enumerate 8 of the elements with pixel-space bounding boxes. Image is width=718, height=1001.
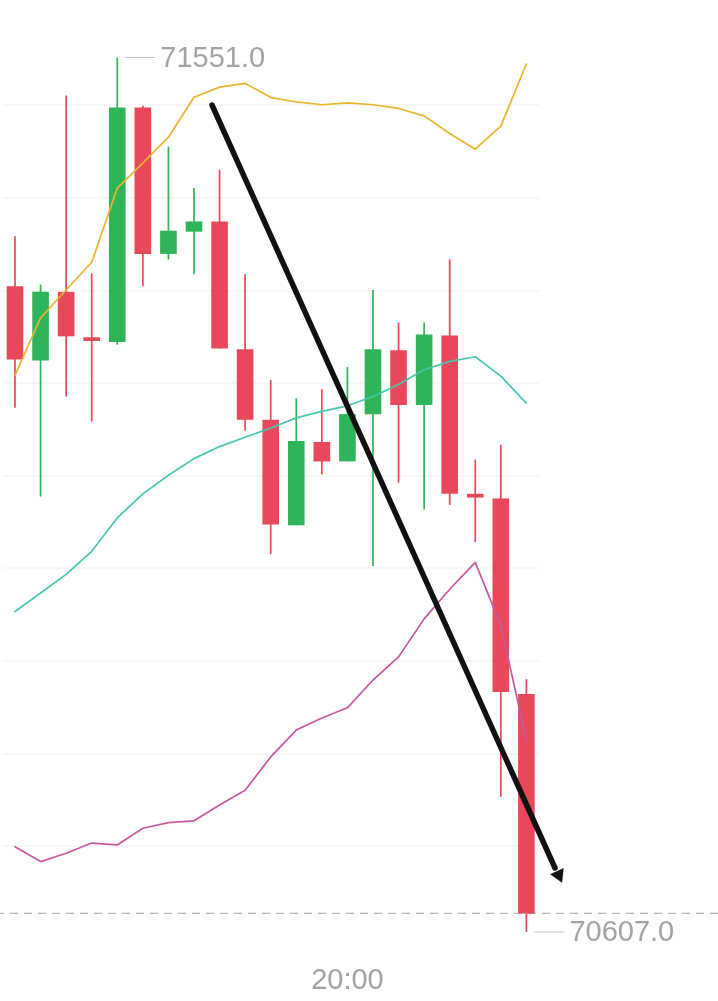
candlestick	[185, 187, 203, 276]
annotation: 71551.0	[160, 40, 266, 73]
candlestick	[160, 145, 177, 261]
text: 70607.0	[569, 915, 675, 947]
candlestick	[313, 388, 331, 476]
candlestick	[466, 458, 484, 543]
candlestick	[83, 272, 101, 423]
x-tick-label: 20:00	[311, 962, 384, 995]
